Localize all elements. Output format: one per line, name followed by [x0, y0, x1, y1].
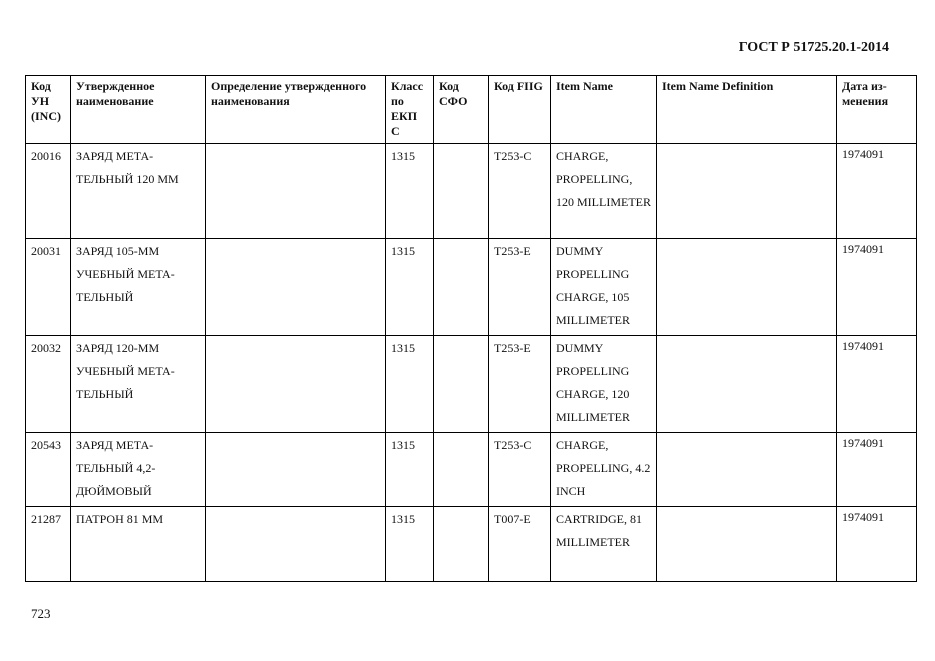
table-row: 20031 ЗАРЯД 105-ММ УЧЕБНЫЙ МЕТА-ТЕЛЬНЫЙ 13…	[25, 238, 917, 336]
cell-col-approved-name: ЗАРЯД 105-ММ УЧЕБНЫЙ МЕТА-ТЕЛЬНЫЙ	[70, 238, 206, 336]
cell-col-fiig: T007-E	[488, 506, 551, 582]
cell-col-item-name: CHARGE, PROPELLING, 120 MILLIMETER	[550, 143, 657, 239]
cell-col-class: 1315	[385, 506, 434, 582]
header-col-inc: Код УН (INC)	[25, 75, 71, 144]
header-col-change-date: Дата из-менения	[836, 75, 917, 144]
cell-col-approved-name: ПАТРОН 81 ММ	[70, 506, 206, 582]
cell-col-sfo	[433, 238, 489, 336]
cell-col-item-def	[656, 506, 837, 582]
header-col-item-def: Item Name Definition	[656, 75, 837, 144]
cell-col-definition	[205, 432, 386, 507]
cell-col-definition	[205, 238, 386, 336]
header-col-sfo: Код СФО	[433, 75, 489, 144]
cell-col-definition	[205, 506, 386, 582]
cell-col-approved-name: ЗАРЯД МЕТА-ТЕЛЬНЫЙ 120 ММ	[70, 143, 206, 239]
cell-col-inc: 20016	[25, 143, 71, 239]
table-row: 21287 ПАТРОН 81 ММ 1315 T007-E CARTRIDGE, 81…	[25, 506, 917, 582]
cell-col-change-date: 1974091	[836, 335, 917, 433]
header-col-class: Класс по ЕКП С	[385, 75, 434, 144]
cell-col-item-def	[656, 143, 837, 239]
cell-col-sfo	[433, 143, 489, 239]
cell-col-item-def	[656, 335, 837, 433]
cell-col-class: 1315	[385, 143, 434, 239]
page-number: 723	[31, 606, 51, 621]
cell-col-fiig: T253-E	[488, 335, 551, 433]
header-col-fiig: Код FIIG	[488, 75, 551, 144]
cell-col-definition	[205, 335, 386, 433]
cell-col-sfo	[433, 506, 489, 582]
cell-col-definition	[205, 143, 386, 239]
cell-col-sfo	[433, 432, 489, 507]
items-table: Код УН (INC) Утвержденное наименование Опр…	[25, 75, 917, 582]
cell-col-item-name: CARTRIDGE, 81 MILLIMETER	[550, 506, 657, 582]
cell-col-change-date: 1974091	[836, 432, 917, 507]
cell-col-item-def	[656, 432, 837, 507]
cell-col-fiig: T253-E	[488, 238, 551, 336]
cell-col-class: 1315	[385, 432, 434, 507]
cell-col-change-date: 1974091	[836, 143, 917, 239]
cell-col-item-name: CHARGE, PROPELLING, 4.2 INCH	[550, 432, 657, 507]
cell-col-approved-name: ЗАРЯД МЕТА-ТЕЛЬНЫЙ 4,2-ДЮЙМОВЫЙ	[70, 432, 206, 507]
table-row: 20543 ЗАРЯД МЕТА-ТЕЛЬНЫЙ 4,2-ДЮЙМОВЫЙ 1315…	[25, 432, 917, 507]
cell-col-change-date: 1974091	[836, 238, 917, 336]
cell-col-fiig: T253-C	[488, 143, 551, 239]
cell-col-sfo	[433, 335, 489, 433]
table-row: 20032 ЗАРЯД 120-ММ УЧЕБНЫЙ МЕТА-ТЕЛЬНЫЙ 13…	[25, 335, 917, 433]
cell-col-inc: 20031	[25, 238, 71, 336]
header-col-item-name: Item Name	[550, 75, 657, 144]
cell-col-change-date: 1974091	[836, 506, 917, 582]
cell-col-item-name: DUMMY PROPELLING CHARGE, 120 MILLIMETER	[550, 335, 657, 433]
header-row: Код УН (INC) Утвержденное наименование Опр…	[25, 75, 917, 144]
cell-col-item-name: DUMMY PROPELLING CHARGE, 105 MILLIMETER	[550, 238, 657, 336]
cell-col-approved-name: ЗАРЯД 120-ММ УЧЕБНЫЙ МЕТА-ТЕЛЬНЫЙ	[70, 335, 206, 433]
cell-col-fiig: T253-C	[488, 432, 551, 507]
header-col-definition: Определение утвержденного наименования	[205, 75, 386, 144]
table-row: 20016 ЗАРЯД МЕТА-ТЕЛЬНЫЙ 120 ММ 1315 T253-C…	[25, 143, 917, 239]
document-code: ГОСТ Р 51725.20.1-2014	[738, 40, 889, 55]
cell-col-class: 1315	[385, 335, 434, 433]
cell-col-item-def	[656, 238, 837, 336]
header-col-approved-name: Утвержденное наименование	[70, 75, 206, 144]
cell-col-class: 1315	[385, 238, 434, 336]
cell-col-inc: 20543	[25, 432, 71, 507]
cell-col-inc: 20032	[25, 335, 71, 433]
cell-col-inc: 21287	[25, 506, 71, 582]
